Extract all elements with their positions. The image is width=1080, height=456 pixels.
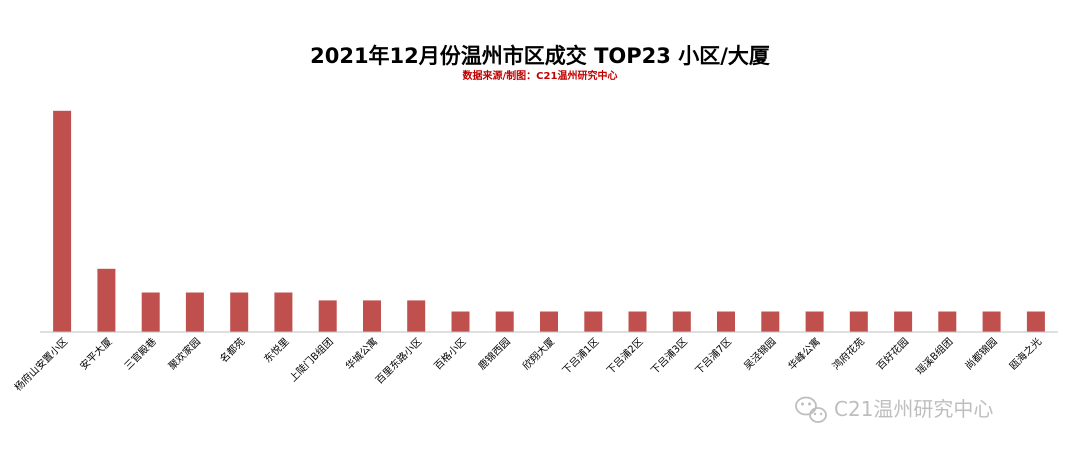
x-tick-label: 鸿府花苑 [829, 335, 866, 372]
x-tick-label: 瓯海之光 [1007, 335, 1044, 372]
x-tick-label: 欣翔大厦 [520, 335, 557, 372]
bar-9 [407, 300, 426, 332]
chart-title: 2021年12月份温州市区成交 TOP23 小区/大厦 [310, 44, 770, 68]
watermark: C21温州研究中心 [795, 396, 993, 423]
x-tick-label: 百里东路小区 [373, 335, 425, 387]
x-tick-label: 聚欢家园 [166, 335, 203, 372]
bar-18 [805, 311, 824, 332]
x-tick-label: 下吕浦7区 [692, 335, 734, 377]
x-tick-label: 百好花园 [874, 335, 911, 372]
x-tick-label: 下吕浦1区 [559, 335, 601, 377]
bars-group [53, 110, 1045, 332]
x-tick-label: 下吕浦2区 [604, 335, 646, 377]
chart-subtitle: 数据来源/制图：C21温州研究中心 [463, 69, 618, 82]
x-tick-label: 吴泾锦园 [741, 335, 778, 372]
x-tick-label: 瑶溪B组团 [913, 335, 955, 377]
bar-11 [495, 311, 514, 332]
x-tick-label: 华城公寓 [343, 335, 380, 372]
x-tick-label: 安平大厦 [77, 335, 114, 372]
bar-8 [363, 300, 381, 332]
bar-12 [540, 311, 558, 332]
x-tick-label: 尚都锦园 [962, 335, 999, 372]
watermark-text: C21温州研究中心 [834, 397, 993, 421]
bar-19 [849, 311, 868, 332]
bar-23 [1026, 311, 1045, 332]
bar-6 [274, 292, 293, 332]
bar-21 [938, 311, 957, 332]
bar-20 [894, 311, 913, 332]
bar-3 [141, 292, 160, 332]
x-tick-label: 名都苑 [217, 335, 247, 365]
x-tick-label: 下吕浦3区 [648, 335, 690, 377]
x-tick-label: 东悦里 [261, 335, 291, 365]
bar-16 [717, 311, 735, 332]
bar-1 [53, 110, 72, 332]
bar-7 [318, 300, 337, 332]
x-tick-label: 百格小区 [431, 335, 468, 372]
x-tick-label: 杨府山安置小区 [12, 335, 71, 394]
bar-22 [982, 311, 1001, 332]
x-tick-label: 上陡门B组团 [286, 335, 335, 384]
wechat-icon [795, 396, 827, 423]
x-tick-label: 三官殿巷 [121, 335, 158, 372]
x-tick-label: 鹿锦西园 [475, 335, 512, 372]
bar-14 [628, 311, 647, 332]
bar-17 [761, 311, 780, 332]
bar-13 [584, 311, 603, 332]
bar-10 [451, 311, 470, 332]
x-tick-label: 华峰公寓 [785, 335, 822, 372]
bar-4 [185, 292, 204, 332]
bar-5 [230, 292, 249, 332]
bar-2 [97, 268, 116, 332]
bar-15 [672, 311, 691, 332]
